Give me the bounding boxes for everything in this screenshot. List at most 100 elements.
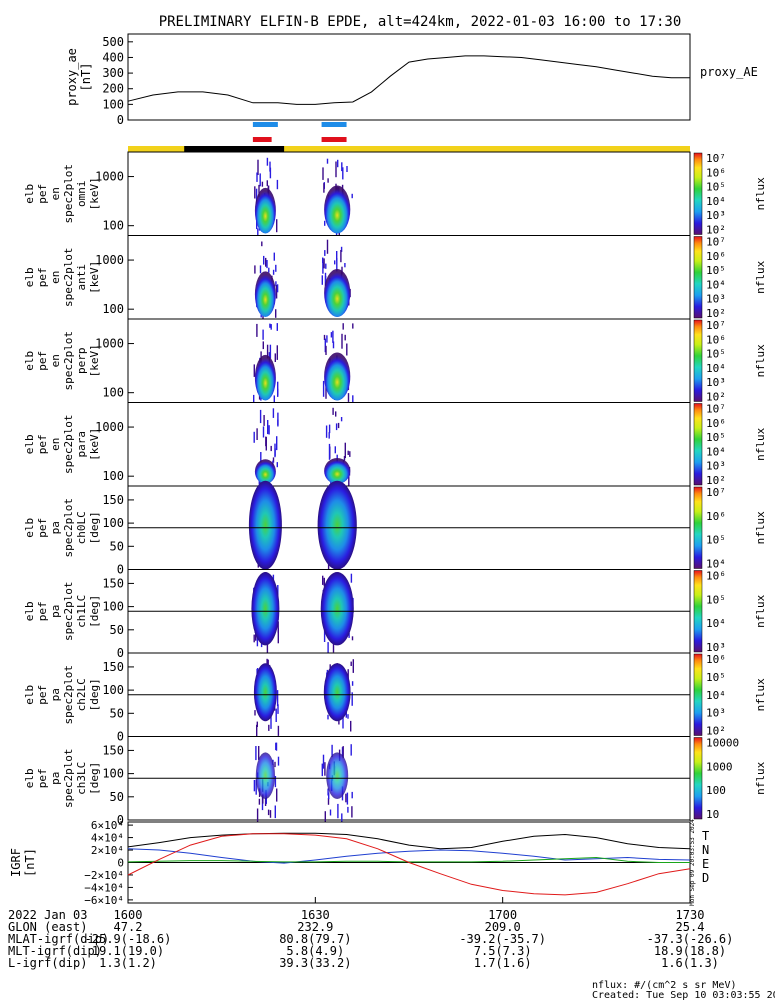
flux-intensity-region <box>251 572 280 646</box>
spectrum-speckle <box>350 720 352 732</box>
spectrum-speckle <box>323 630 326 642</box>
spectrum-speckle <box>258 746 260 760</box>
spectrum-speckle <box>266 642 269 655</box>
panel-ylabel: spec2plot <box>62 164 75 224</box>
footer-value: 18.9(18.8) <box>654 944 726 958</box>
colorbar-label: nflux <box>754 427 767 460</box>
igrf-ytick-label: −6×10⁴ <box>84 894 124 907</box>
colorbar-tick-label: 10⁴ <box>706 362 726 375</box>
spectrum-speckle <box>255 632 257 641</box>
spectrum-speckle <box>335 411 337 417</box>
spectrum-speckle <box>262 341 264 350</box>
spectrum-speckle <box>261 181 264 187</box>
spectrum-speckle <box>276 179 279 190</box>
units-note: nflux: #/(cm^2 s sr MeV) <box>592 980 737 991</box>
ytick-label: 1000 <box>95 253 124 267</box>
spectrum-speckle <box>342 746 344 759</box>
spectrum-speckle <box>347 450 349 455</box>
panel-ylabel: pef <box>36 351 49 371</box>
spectrum-speckle <box>329 664 331 669</box>
colorbar-tick-label: 10⁵ <box>706 348 726 361</box>
footer-value: 1730 <box>676 908 705 922</box>
panel-ylabel: elb <box>23 184 36 204</box>
spectrum-speckle <box>259 265 262 274</box>
colorbar-tick-label: 10⁵ <box>706 181 726 194</box>
spectrum-speckle <box>256 808 259 824</box>
panel-ylabel: pef <box>36 434 49 454</box>
footer-value: 5.8(4.9) <box>286 944 344 958</box>
spectrum-speckle <box>332 643 335 653</box>
spectrum-speckle <box>345 710 347 718</box>
igrf-ytick-label: −4×10⁴ <box>84 881 124 894</box>
panel-ylabel: spec2plot <box>62 331 75 391</box>
spectrum-speckle <box>274 776 277 788</box>
spectrum-speckle <box>277 412 279 427</box>
colorbar-tick-label: 10⁶ <box>706 166 726 179</box>
spectrum-speckle <box>322 575 324 585</box>
spectrum-speckle <box>268 425 270 435</box>
spectrum-speckle <box>276 219 278 233</box>
zone-bar-yellow <box>128 146 690 152</box>
footer-value: 1600 <box>114 908 143 922</box>
spectrum-speckle <box>270 445 272 452</box>
panel-ylabel: spec2plot <box>62 414 75 474</box>
ae-ylabel: [nT] <box>79 63 93 92</box>
spectrum-speckle <box>277 419 279 426</box>
flux-intensity-region <box>326 752 349 799</box>
colorbar-tick-label: 10² <box>706 224 726 237</box>
footer-value: 7.5(7.3) <box>474 944 532 958</box>
spectrum-speckle <box>328 792 330 800</box>
spectrum-speckle <box>335 161 337 178</box>
panel-ylabel: elb <box>23 685 36 705</box>
panel-ylabel: elb <box>23 768 36 788</box>
colorbar-tick-label: 10⁷ <box>706 403 726 416</box>
colorbar <box>693 403 703 486</box>
igrf-ytick-label: 4×10⁴ <box>91 832 124 845</box>
colorbar-tick-label: 10³ <box>706 293 726 306</box>
spectrum-speckle <box>254 710 256 716</box>
spectrum-speckle <box>332 407 334 415</box>
spectrum-speckle <box>326 335 328 343</box>
ytick-label: 1000 <box>95 170 124 184</box>
spectrum-speckle <box>349 451 351 457</box>
spectrum-speckle <box>276 323 278 331</box>
spectrum-speckle <box>262 329 264 340</box>
flux-intensity-region <box>254 271 276 318</box>
colorbar-tick-label: 10⁴ <box>706 195 726 208</box>
spectrum-speckle <box>266 157 269 166</box>
igrf-legend-D: D <box>702 871 709 885</box>
ae-ylabel: proxy_ae <box>65 48 79 106</box>
spectrum-speckle <box>325 345 327 355</box>
spectrum-speckle <box>342 323 344 330</box>
spectrum-speckle <box>266 344 269 359</box>
panel-ylabel: [keV] <box>88 261 101 294</box>
igrf-legend-N: N <box>702 843 709 857</box>
spectrum-speckle <box>351 806 353 818</box>
ytick-label: 100 <box>102 219 124 233</box>
spectrum-speckle <box>265 436 267 447</box>
colorbar-label: nflux <box>754 511 767 544</box>
spectrum-speckle <box>263 415 265 426</box>
panel-ylabel: [deg] <box>88 511 101 544</box>
spectrum-speckle <box>276 345 278 360</box>
spectrum-speckle <box>325 263 327 269</box>
panel-ylabel: pef <box>36 184 49 204</box>
colorbar-tick-label: 10⁵ <box>706 593 726 606</box>
spectrum-speckle <box>341 266 343 275</box>
spectrum-speckle <box>344 442 346 459</box>
spectrum-speckle <box>255 188 258 205</box>
spectrum-speckle <box>345 793 347 803</box>
spectrum-speckle <box>352 323 354 329</box>
ytick-label: 0 <box>117 730 124 744</box>
panel-ylabel: ch1LC <box>75 595 88 628</box>
created-note: Created: Tue Sep 10 03:03:55 2024 <box>592 990 775 1000</box>
footer-value: 47.2 <box>114 920 143 934</box>
spectrum-speckle <box>351 681 354 686</box>
spectrum-speckle <box>343 456 346 461</box>
colorbar-tick-label: 10⁶ <box>706 333 726 346</box>
spectrum-speckle <box>262 794 264 804</box>
spectrum-speckle <box>275 264 277 272</box>
spectrum-speckle <box>326 239 329 254</box>
